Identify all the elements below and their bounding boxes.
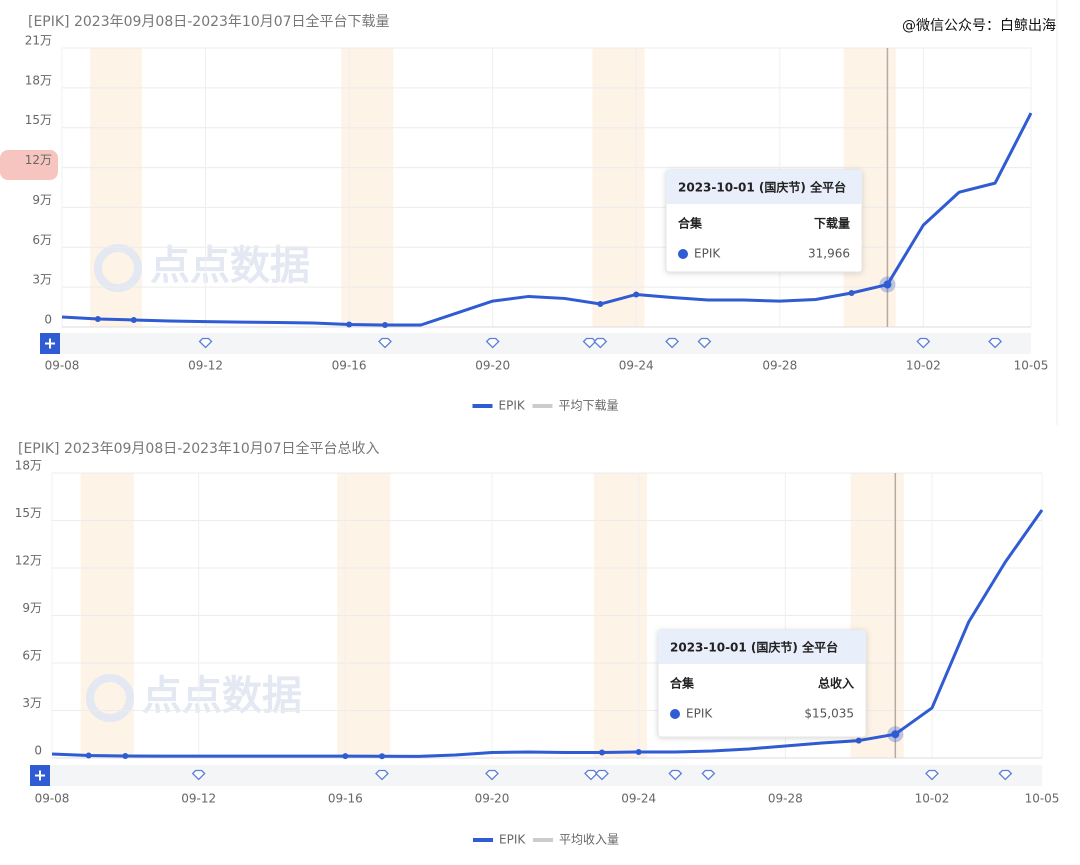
event-marker[interactable]	[925, 769, 939, 781]
tooltip-header	[658, 630, 866, 664]
y-tick-label: 3万	[32, 273, 52, 287]
x-tick-label: 09-08	[35, 792, 70, 806]
event-marker[interactable]	[916, 337, 931, 349]
point	[633, 291, 640, 298]
event-marker[interactable]	[582, 337, 597, 349]
event-marker[interactable]	[584, 769, 598, 781]
event-marker[interactable]	[988, 337, 1003, 349]
y-tick-label: 6万	[32, 233, 52, 247]
event-marker[interactable]	[595, 769, 609, 781]
add-icon	[45, 338, 55, 349]
event-marker[interactable]	[593, 337, 608, 349]
point	[130, 316, 137, 323]
logo-watermark: 点点数据	[150, 243, 310, 289]
point	[597, 301, 604, 308]
point	[85, 752, 92, 759]
side-badge	[0, 150, 58, 180]
timeline-strip	[40, 333, 1031, 354]
tooltip-col: 合集	[670, 676, 695, 691]
event-marker[interactable]	[485, 337, 500, 349]
point	[382, 322, 388, 329]
watermark: @微信公众号：白鲸出海	[902, 18, 1056, 34]
x-tick-label: 10-02	[915, 792, 950, 806]
x-tick-label: 10-05	[1025, 792, 1060, 806]
x-tick-label: 09-16	[328, 792, 363, 806]
chart-title: [EPIK] 2023年09月08日-2023年10月07日全平台下载量	[28, 13, 390, 30]
y-tick-label: 0	[34, 744, 42, 758]
event-marker[interactable]	[665, 337, 680, 349]
point	[342, 753, 349, 760]
legend-label: 平均收入量	[559, 833, 619, 847]
tooltip-col: 总收入	[818, 676, 854, 691]
event-marker[interactable]	[701, 769, 716, 781]
y-tick-label: 12万	[25, 153, 52, 167]
y-tick-label: 9万	[32, 193, 52, 207]
y-tick-label: 15万	[25, 113, 52, 127]
tooltip-header	[666, 170, 862, 204]
x-tick-label: 09-24	[621, 792, 656, 806]
legend-label: EPIK	[499, 399, 526, 413]
tooltip-name: EPIK	[686, 707, 713, 721]
chart-title: [EPIK] 2023年09月08日-2023年10月07日全平台总收入	[18, 440, 380, 457]
point	[346, 321, 353, 328]
tooltip-swatch	[670, 709, 680, 719]
y-tick-label: 9万	[22, 601, 42, 615]
event-marker[interactable]	[378, 337, 392, 349]
weekend-band	[341, 48, 394, 327]
event-marker[interactable]	[375, 769, 389, 781]
series-line	[51, 509, 1044, 758]
x-tick-label: 09-28	[768, 792, 803, 806]
hover-point	[883, 280, 892, 289]
hover-point	[891, 730, 900, 739]
x-tick-label: 09-16	[332, 359, 367, 373]
tooltip-col: 合集	[678, 216, 703, 231]
y-tick-label: 0	[44, 313, 52, 327]
legend-label: EPIK	[499, 833, 526, 847]
logo-watermark: 点点数据	[142, 673, 302, 719]
point	[122, 752, 129, 759]
y-tick-label: 12万	[15, 554, 42, 568]
y-tick-label: 6万	[22, 649, 42, 663]
x-tick-label: 09-12	[181, 792, 216, 806]
event-marker[interactable]	[198, 337, 213, 349]
x-tick-label: 10-05	[1014, 359, 1049, 373]
legend-label: 平均下载量	[559, 399, 619, 413]
y-tick-label: 18万	[25, 73, 52, 87]
event-marker[interactable]	[485, 769, 499, 781]
x-tick-label: 10-02	[906, 359, 941, 373]
x-tick-label: 09-20	[475, 359, 510, 373]
y-tick-label: 3万	[22, 696, 42, 710]
event-marker[interactable]	[668, 769, 683, 781]
tooltip-title: 2023-10-01 (国庆节) 全平台	[670, 640, 838, 655]
event-marker[interactable]	[191, 769, 206, 781]
tooltip-value: $15,035	[804, 707, 854, 721]
logo-mark	[94, 244, 142, 292]
point	[379, 753, 385, 760]
y-tick-label: 21万	[25, 34, 52, 48]
event-marker[interactable]	[697, 337, 712, 349]
point	[635, 748, 642, 755]
tooltip-swatch	[678, 249, 688, 259]
y-tick-label: 18万	[15, 459, 42, 473]
series-line	[61, 112, 1033, 327]
y-tick-label: 15万	[15, 506, 42, 520]
event-marker[interactable]	[998, 769, 1013, 781]
point	[599, 749, 605, 756]
x-tick-label: 09-12	[188, 359, 223, 373]
point	[855, 737, 862, 744]
point	[94, 316, 101, 323]
x-tick-label: 09-24	[619, 359, 654, 373]
tooltip-value: 31,966	[808, 247, 850, 261]
tooltip-name: EPIK	[694, 247, 721, 261]
tooltip-col: 下载量	[814, 216, 850, 231]
tooltip-title: 2023-10-01 (国庆节) 全平台	[678, 180, 846, 195]
point	[848, 289, 855, 296]
logo-mark	[86, 674, 134, 722]
x-tick-label: 09-08	[45, 359, 80, 373]
timeline-strip	[30, 765, 1042, 786]
x-tick-label: 09-20	[475, 792, 510, 806]
x-tick-label: 09-28	[762, 359, 797, 373]
add-icon	[35, 770, 45, 781]
